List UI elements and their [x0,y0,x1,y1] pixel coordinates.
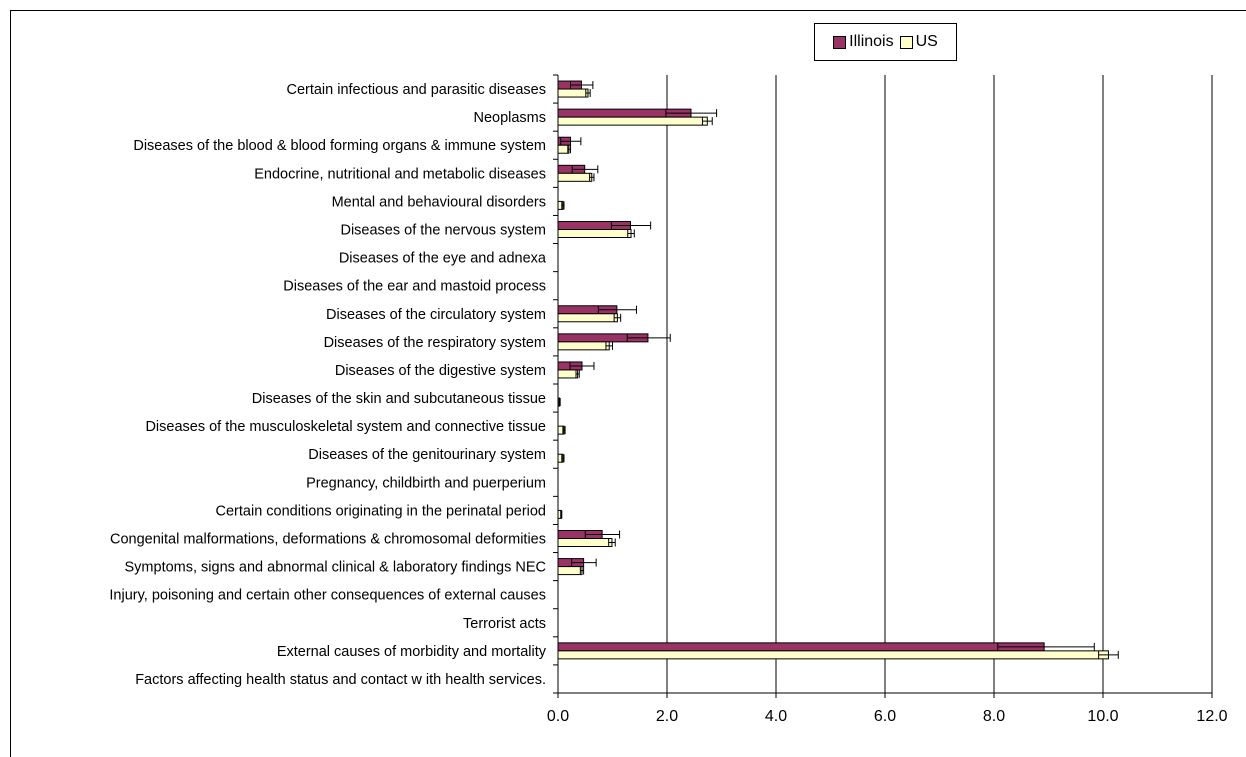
category-label: Factors affecting health status and cont… [135,672,546,688]
legend-swatch-illinois [833,35,847,49]
category-label: Diseases of the musculoskeletal system a… [145,419,546,435]
bar-us [557,313,618,323]
bar-us [557,172,593,182]
legend-label-us: US [915,33,938,50]
chart-frame [10,10,1246,757]
category-label: Diseases of the circulatory system [326,307,546,323]
legend-item-us: US [899,33,938,51]
category-label: Certain infectious and parasitic disease… [286,82,546,98]
legend-label-illinois: Illinois [849,33,894,50]
category-label: Diseases of the eye and adnexa [339,251,547,267]
x-tick-label: 10.0 [1087,708,1118,725]
x-tick-label: 4.0 [765,708,787,725]
category-label: Diseases of the ear and mastoid process [283,279,546,295]
bar-us [557,116,708,126]
bar-illinois [557,642,1045,652]
category-label: Diseases of the blood & blood forming or… [133,138,546,154]
legend-item-illinois: Illinois [833,33,894,51]
bar-us [557,229,632,238]
category-label: Diseases of the skin and subcutaneous ti… [252,391,546,407]
bar-us [557,369,579,379]
bar-us [557,341,610,351]
chart-legend: Illinois US [814,23,957,61]
x-tick-label: 2.0 [656,708,678,725]
category-label: Certain conditions originating in the pe… [216,503,546,519]
x-tick-label: 8.0 [983,708,1005,725]
x-tick-label: 6.0 [874,708,896,725]
bar-us [557,566,583,576]
legend-swatch-us [899,35,913,49]
bar-us [557,650,1109,660]
category-label: Diseases of the respiratory system [324,335,546,351]
category-label: Terrorist acts [463,616,546,632]
category-label: Diseases of the nervous system [340,223,546,239]
bar-us [557,144,570,154]
category-label: Congenital malformations, deformations &… [110,532,546,548]
bar-us [557,88,589,98]
bar-us [557,538,613,547]
category-label: Symptoms, signs and abnormal clinical & … [125,560,547,576]
x-tick-label: 0.0 [547,708,569,725]
category-label: Diseases of the genitourinary system [308,447,546,463]
category-label: Neoplasms [473,110,546,126]
category-label: Injury, poisoning and certain other cons… [109,588,546,604]
x-tick-label: 12.0 [1196,708,1227,725]
category-label: Pregnancy, childbirth and puerperium [306,475,546,491]
category-label: Endocrine, nutritional and metabolic dis… [254,166,546,182]
category-label: External causes of morbidity and mortali… [277,644,547,660]
category-label: Diseases of the digestive system [335,363,546,379]
category-label: Mental and behavioural disorders [332,194,546,210]
